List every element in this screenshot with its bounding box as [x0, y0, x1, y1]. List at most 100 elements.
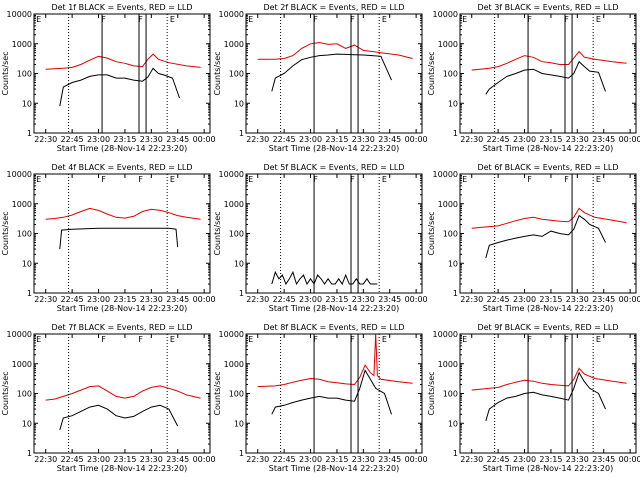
y-axis-title: Counts/sec: [213, 211, 222, 255]
panel-det-5f: Det 5f BLACK = Events, RED = LLD E F F E 1 10 1…: [213, 163, 428, 313]
y-tick-label: 1: [453, 289, 458, 298]
y-axis-title: Counts/sec: [213, 51, 222, 95]
y-tick-label: 10: [448, 419, 458, 428]
panel-det-2f: Det 2f BLACK = Events, RED = LLD E F F E 1 10 1…: [213, 3, 428, 153]
y-tick-label: 1000: [438, 360, 458, 369]
x-tick-label: 00:00: [619, 295, 640, 304]
y-tick-label: 10000: [7, 170, 32, 179]
x-tick-label: 22:45: [61, 455, 84, 464]
event-marker-label: F: [101, 175, 106, 184]
panel-title: Det 4f BLACK = Events, RED = LLD: [51, 163, 192, 172]
x-tick-label: 23:30: [566, 135, 589, 144]
x-tick-label: 22:30: [34, 295, 57, 304]
event-marker-label: E: [248, 335, 253, 344]
x-tick-label: 23:30: [140, 455, 163, 464]
y-axis-title: Counts/sec: [427, 211, 436, 255]
plot-frame: [245, 333, 423, 454]
y-tick-label: 100: [229, 390, 244, 399]
x-tick-label: 23:45: [378, 135, 401, 144]
x-tick-label: 00:00: [405, 295, 428, 304]
x-tick-label: 22:30: [460, 295, 483, 304]
x-axis-title: Start Time (28-Nov-14 22:23:20): [269, 304, 399, 313]
x-tick-label: 22:45: [61, 135, 84, 144]
y-tick-label: 1: [239, 289, 244, 298]
x-tick-label: 23:00: [513, 455, 536, 464]
event-marker-label: F: [313, 175, 318, 184]
x-tick-label: 23:00: [299, 135, 322, 144]
y-axis-title: Counts/sec: [1, 371, 10, 415]
panel-title: Det 2f BLACK = Events, RED = LLD: [263, 3, 404, 12]
x-tick-label: 00:00: [193, 135, 216, 144]
y-tick-label: 1000: [12, 40, 32, 49]
y-tick-label: 1: [239, 449, 244, 458]
x-tick-label: 22:45: [273, 295, 296, 304]
y-tick-label: 10: [234, 99, 244, 108]
event-marker-label: E: [596, 175, 601, 184]
event-marker-label: F: [350, 15, 355, 24]
panel-title: Det 6f BLACK = Events, RED = LLD: [477, 163, 618, 172]
panel-det-9f: Det 9f BLACK = Events, RED = LLD E F F E 1 10 1…: [427, 323, 640, 473]
event-marker-label: E: [596, 335, 601, 344]
event-marker-label: F: [138, 175, 143, 184]
event-marker-label: E: [36, 175, 41, 184]
x-tick-label: 22:30: [460, 455, 483, 464]
y-tick-label: 10: [22, 99, 32, 108]
x-tick-label: 23:00: [87, 455, 110, 464]
event-marker-label: F: [313, 335, 318, 344]
series-line-lld: [45, 385, 201, 401]
x-tick-label: 22:45: [487, 455, 510, 464]
x-tick-label: 23:15: [113, 135, 136, 144]
y-tick-label: 10000: [7, 330, 32, 339]
x-axis-title: Start Time (28-Nov-14 22:23:20): [57, 144, 187, 153]
y-tick-label: 10: [22, 259, 32, 268]
series-line-lld: [257, 41, 413, 60]
plot-frame: [459, 173, 637, 294]
y-tick-label: 1000: [12, 360, 32, 369]
y-tick-label: 1: [453, 449, 458, 458]
series-line-lld: [471, 50, 627, 71]
x-tick-label: 23:00: [87, 295, 110, 304]
x-tick-label: 23:15: [539, 295, 562, 304]
panel-title: Det 1f BLACK = Events, RED = LLD: [51, 3, 192, 12]
y-axis-title: Counts/sec: [1, 211, 10, 255]
y-tick-label: 1000: [224, 40, 244, 49]
x-tick-label: 23:30: [352, 135, 375, 144]
event-marker-label: F: [138, 15, 143, 24]
panel-title: Det 7f BLACK = Events, RED = LLD: [51, 323, 192, 332]
y-tick-label: 10000: [219, 170, 244, 179]
y-tick-label: 1000: [438, 200, 458, 209]
event-marker-label: E: [248, 15, 253, 24]
y-tick-label: 10: [22, 419, 32, 428]
y-tick-label: 1: [27, 129, 32, 138]
x-tick-label: 23:15: [325, 455, 348, 464]
x-tick-label: 00:00: [405, 455, 428, 464]
series-line-events: [271, 53, 392, 92]
y-tick-label: 1000: [438, 40, 458, 49]
event-marker-label: E: [36, 335, 41, 344]
event-marker-label: E: [170, 15, 175, 24]
event-marker-label: F: [138, 335, 143, 344]
x-tick-label: 22:30: [34, 135, 57, 144]
x-axis-title: Start Time (28-Nov-14 22:23:20): [57, 304, 187, 313]
x-tick-label: 23:00: [299, 295, 322, 304]
x-tick-label: 23:45: [166, 295, 189, 304]
y-axis-title: Counts/sec: [213, 371, 222, 415]
x-tick-label: 23:15: [113, 455, 136, 464]
event-marker-label: F: [564, 335, 569, 344]
panel-title: Det 9f BLACK = Events, RED = LLD: [477, 323, 618, 332]
series-line-lld: [471, 367, 627, 391]
x-tick-label: 22:45: [61, 295, 84, 304]
series-line-events: [485, 214, 606, 259]
event-marker-label: F: [101, 15, 106, 24]
x-tick-label: 23:00: [513, 135, 536, 144]
x-tick-label: 23:15: [325, 135, 348, 144]
panel-title: Det 8f BLACK = Events, RED = LLD: [263, 323, 404, 332]
series-line-events: [59, 227, 179, 250]
x-tick-label: 23:30: [566, 455, 589, 464]
event-marker-label: E: [382, 175, 387, 184]
x-tick-label: 22:45: [273, 455, 296, 464]
event-marker-label: E: [462, 175, 467, 184]
event-marker-label: E: [382, 335, 387, 344]
y-tick-label: 100: [229, 230, 244, 239]
